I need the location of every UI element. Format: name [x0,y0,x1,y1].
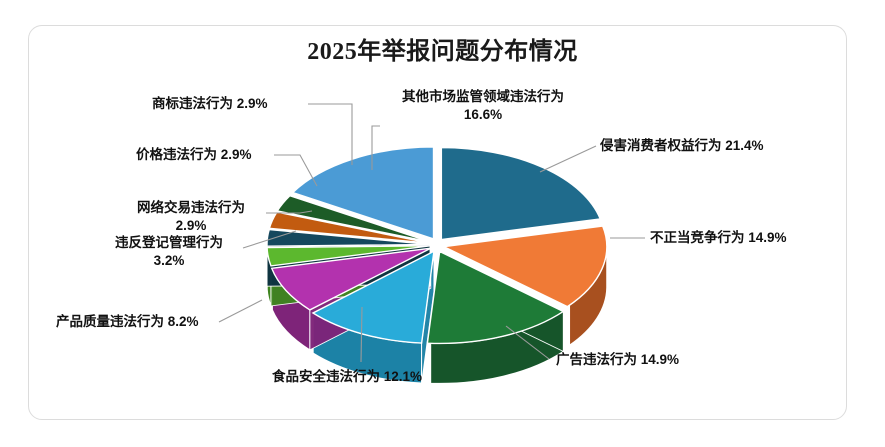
leader-line-network [266,210,313,214]
leader-line-food [360,306,363,363]
leader-line-consumer [539,145,597,173]
data-label-online-trading: 网络交易违法行为 2.9% [117,199,265,235]
pie-slice-1 [441,225,608,308]
pie-slice-4 [270,247,432,311]
pie-slice-6 [266,228,431,247]
data-label-product-quality: 产品质量违法行为 8.2% [56,314,199,329]
data-label-consumer-rights: 侵害消费者权益行为 21.4% [600,138,764,153]
data-label-advertising: 广告违法行为 14.9% [556,352,680,367]
data-label-other-value: 16.6% [463,106,503,122]
pie-slice-5 [266,245,431,267]
data-label-registration-violation: 违反登记管理行为 3.2% [98,234,240,270]
data-label-food-safety: 食品安全违法行为 12.1% [272,369,423,384]
pie-slice-3 [311,250,435,344]
leader-lines-group [218,103,645,363]
data-label-price-violation: 价格违法行为 2.9% [136,147,252,162]
leader-line-other [371,125,380,170]
data-label-register-value: 3.2% [153,252,185,268]
leader-line-advertising [505,325,550,360]
pie-slice-0 [440,146,602,241]
leader-line-register [242,230,297,249]
data-label-network-text: 网络交易违法行为 [137,200,245,215]
data-label-register-text: 违反登记管理行为 [115,235,223,250]
data-label-network-value: 2.9% [175,217,207,233]
leader-line-price [274,154,318,187]
pie-top-faces [266,146,608,345]
pie-slices-group [266,146,608,385]
data-label-other-market-supervision: 其他市场监管领域违法行为 16.6% [383,88,583,124]
data-label-unfair-competition: 不正当竞争行为 14.9% [650,230,787,245]
pie-slice-8 [276,194,431,243]
pie-slice-2 [426,250,565,345]
data-label-other-text: 其他市场监管领域违法行为 [402,89,564,104]
chart-title: 2025年举报问题分布情况 [307,39,578,65]
leader-line-trademark [308,103,353,165]
pie-slice-7 [268,211,431,244]
leader-line-quality [218,299,263,323]
data-label-trademark-violation: 商标违法行为 2.9% [152,96,268,111]
